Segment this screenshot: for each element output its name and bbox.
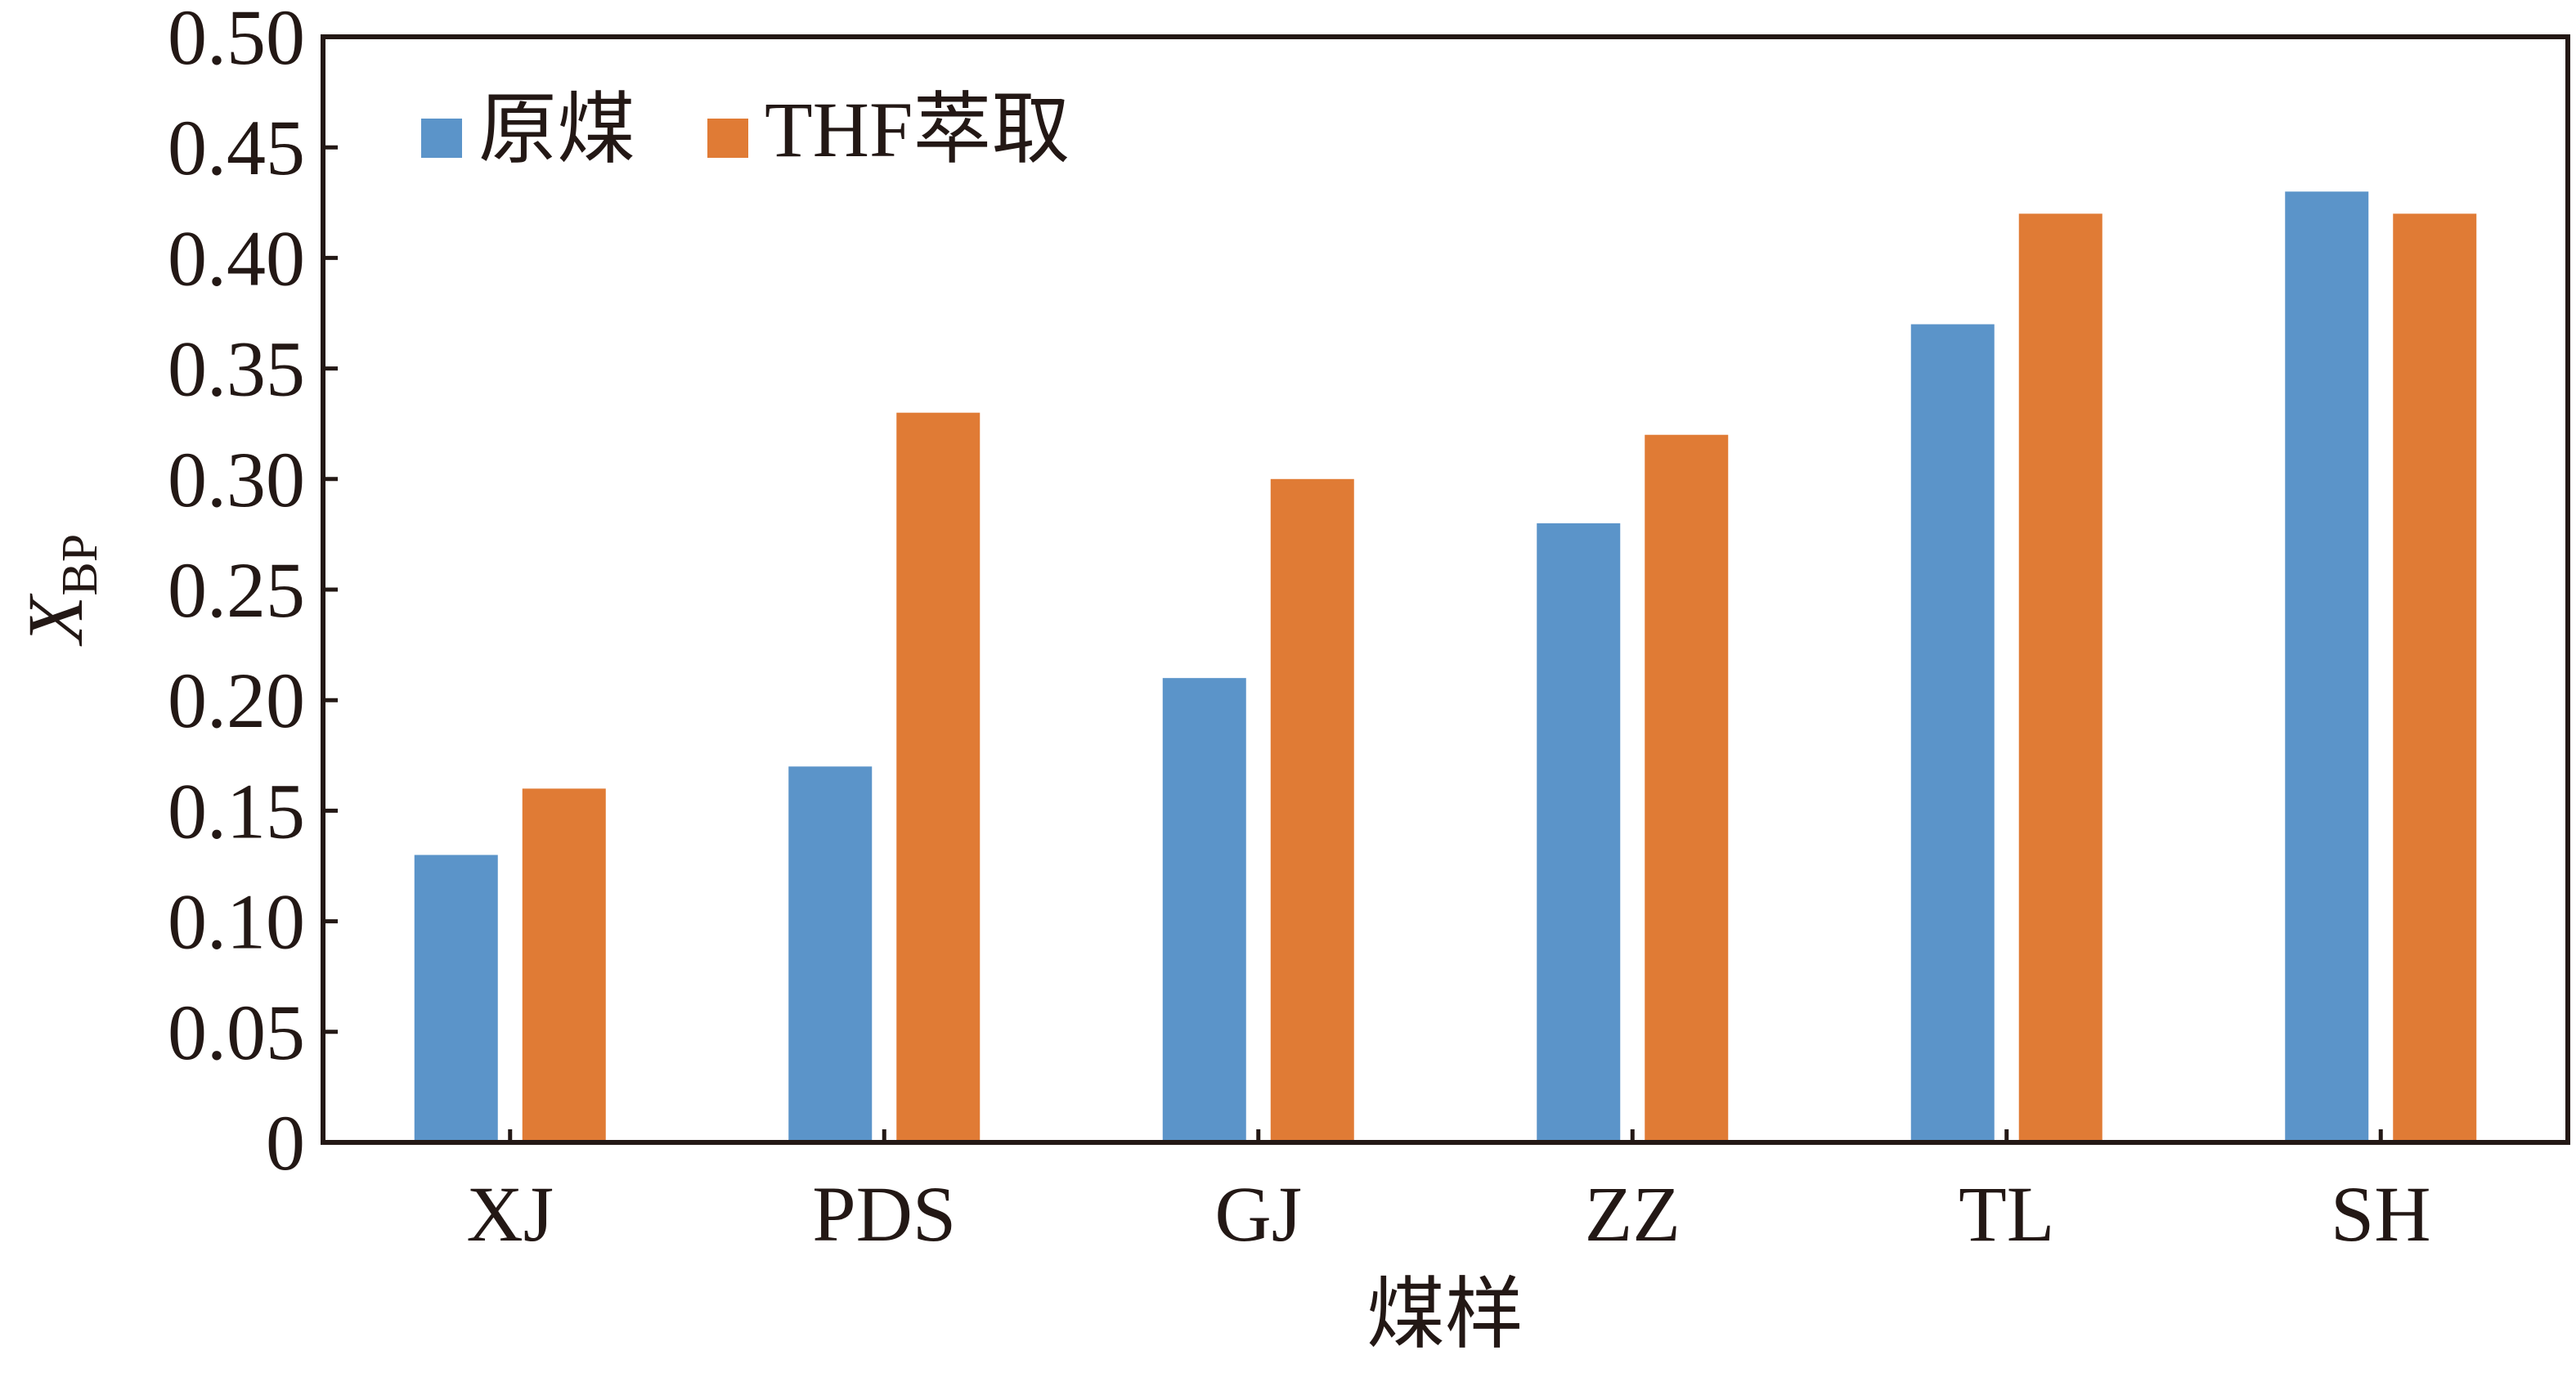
y-tick-label: 0.50 <box>168 0 305 81</box>
bar-PDS-series-1 <box>896 412 981 1142</box>
ticks-layer: XJ PDS GJ ZZ TL SH 0 0.05 0.10 0.15 0.20 0.25 0.30 0.… <box>168 0 2431 1258</box>
y-axis-title-main: X <box>11 593 99 647</box>
x-tick-label: TL <box>1959 1170 2054 1258</box>
x-tick-label: XJ <box>466 1170 554 1258</box>
y-tick-label: 0.10 <box>168 878 305 966</box>
bar-SH-series-0 <box>2285 191 2369 1142</box>
legend-label: 原煤 <box>478 86 635 173</box>
x-axis-title: 煤样 <box>1367 1271 1524 1358</box>
x-tick-label: GJ <box>1214 1170 1302 1258</box>
y-tick-label: 0.15 <box>168 767 305 855</box>
bars-layer <box>414 191 2477 1142</box>
bar-XJ-series-0 <box>414 855 498 1142</box>
legend-label: THF萃取 <box>765 86 1070 173</box>
y-tick-label: 0.25 <box>168 546 305 634</box>
x-tick-label: ZZ <box>1585 1170 1681 1258</box>
legend-swatch <box>707 119 748 158</box>
bar-ZZ-series-1 <box>1645 434 1729 1142</box>
y-axis-title-subscript: BP <box>52 534 108 596</box>
legend-swatch <box>421 119 462 158</box>
bar-GJ-series-0 <box>1162 678 1246 1142</box>
y-tick-label: 0.35 <box>168 325 305 413</box>
bar-GJ-series-1 <box>1270 478 1354 1142</box>
y-tick-label: 0.30 <box>168 436 305 523</box>
bar-XJ-series-1 <box>522 788 606 1142</box>
x-tick-label: SH <box>2331 1170 2431 1258</box>
plot-frame <box>321 34 2570 1145</box>
y-tick-label: 0.45 <box>168 104 305 191</box>
y-tick-label: 0.20 <box>168 657 305 744</box>
y-tick-label: 0.40 <box>168 214 305 302</box>
y-tick-label: 0.05 <box>168 989 305 1076</box>
bar-TL-series-1 <box>2018 213 2103 1142</box>
bar-SH-series-1 <box>2393 213 2477 1142</box>
bar-TL-series-0 <box>1910 324 1995 1142</box>
svg-text:XBP: XBP <box>11 534 108 647</box>
bar-ZZ-series-0 <box>1537 523 1621 1142</box>
y-axis-title: XBP <box>11 534 108 647</box>
legend: 原煤 THF萃取 <box>421 86 1070 173</box>
x-tick-label: PDS <box>812 1170 956 1258</box>
y-tick-label: 0 <box>266 1099 305 1187</box>
bar-PDS-series-0 <box>788 766 873 1142</box>
